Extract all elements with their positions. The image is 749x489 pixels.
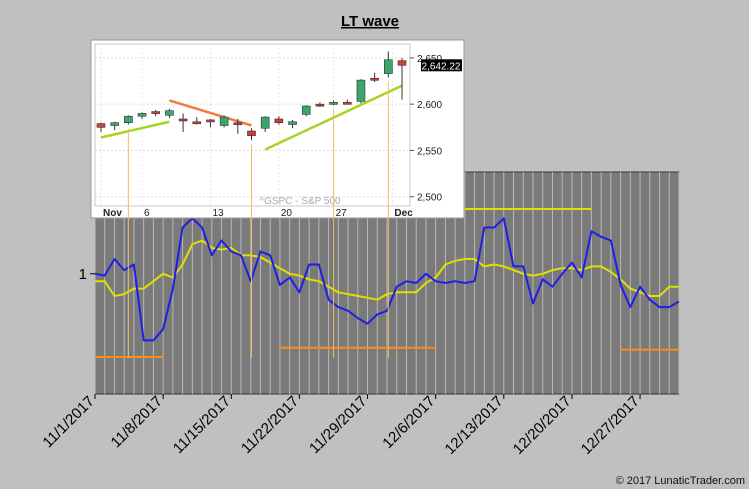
candle-body xyxy=(151,111,161,114)
inset-x-tick-label: 27 xyxy=(336,208,348,219)
candle xyxy=(96,122,106,132)
y-axis: 1 xyxy=(79,266,95,283)
candle-body xyxy=(192,121,202,125)
candle xyxy=(329,100,338,106)
candle-body xyxy=(301,105,311,115)
candle-body xyxy=(274,118,284,123)
x-tick-label: 11/8/2017 xyxy=(108,393,166,451)
candle-body xyxy=(397,60,407,66)
candle xyxy=(384,51,393,78)
candle-body xyxy=(110,122,119,126)
inset-plot-area xyxy=(94,43,411,207)
candle-body xyxy=(96,123,106,128)
candle-body xyxy=(329,102,338,105)
candle xyxy=(151,109,161,117)
candle xyxy=(178,113,188,132)
candle xyxy=(274,116,284,125)
x-tick-label: 12/6/2017 xyxy=(379,393,438,452)
candle xyxy=(219,115,229,128)
x-tick-label: 11/22/2017 xyxy=(238,393,302,457)
candle-body xyxy=(342,102,352,105)
inset-x-axis: Nov 6 13 20 27 Dec xyxy=(103,208,413,219)
candle xyxy=(370,72,379,82)
last-price: 2,642.22 xyxy=(422,61,461,72)
inset-watermark: ^GSPC - S&P 500 xyxy=(259,196,341,207)
candle-body xyxy=(165,110,174,116)
inset-y-tick-label: 2,500 xyxy=(417,193,442,204)
inset-x-tick-label: 20 xyxy=(281,208,293,219)
candle xyxy=(192,117,202,125)
candle-body xyxy=(247,130,256,136)
last-price-tag: 2,642.22 xyxy=(421,59,462,72)
footer-credit: © 2017 LunaticTrader.com xyxy=(616,475,745,487)
candle xyxy=(301,105,311,117)
x-tick-label: 12/20/2017 xyxy=(510,393,575,458)
inset-candles xyxy=(96,51,407,141)
inset-y-tick-label: 2,550 xyxy=(417,146,442,157)
candle xyxy=(206,118,215,128)
x-tick-label: 11/29/2017 xyxy=(306,393,370,457)
candle xyxy=(260,116,270,132)
chart-title: LT wave xyxy=(341,13,399,30)
series-line xyxy=(95,239,679,301)
candle xyxy=(165,108,174,119)
connector-lines xyxy=(127,81,389,358)
y-tick-label: 1 xyxy=(79,266,87,283)
candle xyxy=(356,79,366,104)
inset-trendline xyxy=(100,120,170,139)
x-tick-label: 11/15/2017 xyxy=(170,393,234,457)
candle-body xyxy=(206,119,215,123)
candle xyxy=(247,128,256,141)
x-tick-label: 11/1/2017 xyxy=(39,393,97,451)
candle-body xyxy=(315,103,325,107)
inset-x-tick-label: 13 xyxy=(212,208,224,219)
candle-body xyxy=(219,116,229,126)
candle xyxy=(110,121,119,131)
inset-x-tick-label: Dec xyxy=(394,208,413,219)
candle xyxy=(233,118,243,134)
candle xyxy=(342,99,352,105)
candle xyxy=(288,119,297,129)
candle-body xyxy=(384,59,393,74)
candle xyxy=(397,57,407,100)
inset-y-tick-label: 2,600 xyxy=(417,100,442,111)
candle-body xyxy=(233,122,243,125)
candle xyxy=(137,112,147,119)
candle-body xyxy=(178,118,188,122)
candle-body xyxy=(288,121,297,125)
x-tick-label: 12/27/2017 xyxy=(578,393,643,458)
candle-body xyxy=(370,77,379,81)
x-tick-label: 12/13/2017 xyxy=(442,393,507,458)
candle-body xyxy=(124,115,133,123)
inset-x-tick-label: Nov xyxy=(103,208,122,219)
inset-x-tick-label: 6 xyxy=(144,208,150,219)
candle-body xyxy=(137,113,147,117)
candle-body xyxy=(356,79,366,102)
candle xyxy=(315,102,325,107)
candle xyxy=(124,115,133,125)
last-price-box xyxy=(421,59,462,72)
candle-body xyxy=(260,116,270,129)
x-axis: 11/1/2017 11/8/2017 11/15/2017 11/22/2017 11… xyxy=(39,393,642,458)
